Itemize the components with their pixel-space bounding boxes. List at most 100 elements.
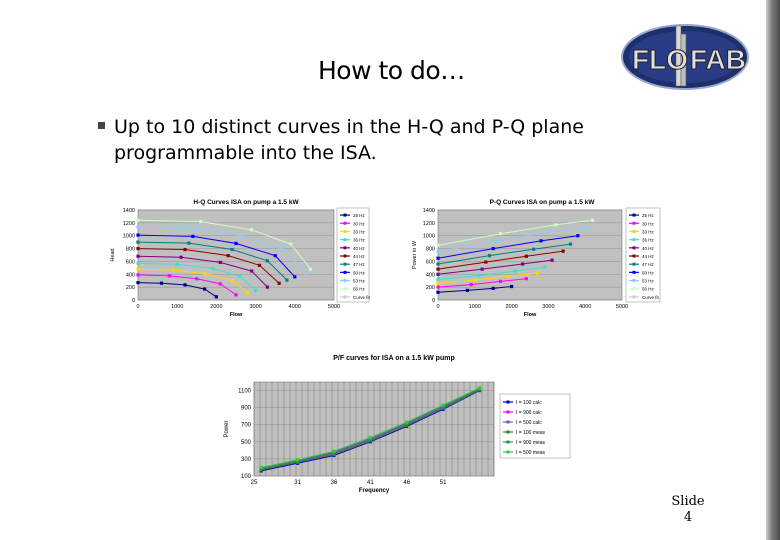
hq-legend-label: 44 Hz	[353, 254, 366, 259]
hq-data-point	[265, 285, 269, 289]
hq-data-point	[230, 279, 234, 283]
pq-data-point	[473, 278, 477, 282]
pq-data-point	[436, 267, 440, 271]
hq-legend-label: 47 Hz	[353, 262, 366, 267]
pq-y-tick-label: 0	[432, 298, 435, 304]
pf-data-point	[368, 437, 372, 441]
pf-y-tick-label: 500	[241, 440, 252, 446]
hq-legend-label: Curve fit	[353, 295, 370, 300]
hq-legend-label: 53 Hz	[353, 279, 366, 284]
pq-data-point	[498, 232, 503, 236]
hq-y-tick-label: 400	[126, 272, 135, 278]
pq-legend-label: 30 Hz	[642, 221, 655, 226]
pq-legend-label: 56 Hz	[642, 287, 655, 292]
hq-legend-label: 50 Hz	[353, 270, 366, 275]
pq-data-point	[436, 290, 440, 294]
pq-y-tick-label: 1400	[423, 208, 435, 214]
hq-legend-marker	[343, 213, 347, 217]
hq-plot-area	[137, 209, 335, 301]
pf-title: P/F curves for ISA on a 1.5 kW pump	[333, 355, 455, 362]
pf-legend-label: I = 900 calc	[516, 410, 542, 416]
pq-x-tick-label: 3000	[542, 304, 554, 310]
pf-curves-chart: P/F curves for ISA on a 1.5 kW pump 100 30…	[224, 355, 571, 494]
pf-y-tick-label: 100	[241, 474, 252, 480]
pq-y-tick-label: 400	[426, 272, 435, 278]
hq-data-point	[246, 291, 250, 295]
pf-data-point	[405, 420, 409, 424]
pq-data-point	[469, 282, 473, 287]
hq-legend-marker	[343, 279, 347, 283]
pf-legend-label: I = 100 meas	[516, 430, 546, 436]
pf-y-tick-label: 700	[241, 423, 252, 429]
pf-legend-label: I = 500 meas	[516, 450, 546, 456]
hq-data-point	[285, 278, 289, 282]
pq-legend-marker	[632, 270, 636, 274]
pf-y-axis-label: Power	[224, 420, 230, 437]
pf-data-point	[296, 458, 300, 462]
hq-data-point	[136, 267, 140, 271]
pf-data-point	[332, 451, 336, 455]
hq-data-point	[136, 261, 140, 265]
pq-data-point	[436, 250, 440, 254]
pq-y-tick-label: 200	[426, 285, 435, 291]
slide-title: How to do…	[318, 56, 465, 85]
pf-legend	[499, 393, 571, 459]
pq-data-point	[465, 288, 470, 292]
pf-legend-marker	[506, 410, 510, 414]
pq-x-tick-label: 1000	[469, 304, 481, 310]
pf-x-axis-label: Frequency	[359, 488, 390, 494]
pq-legend-marker	[632, 238, 636, 242]
pq-title: P-Q Curves ISA on pump a 1.5 kW	[490, 199, 596, 206]
pq-legend-label: 53 Hz	[642, 279, 655, 284]
pq-legend-label: 36 Hz	[642, 238, 655, 243]
hq-data-point	[308, 267, 313, 271]
pf-data-point	[259, 465, 263, 470]
hq-data-point	[191, 234, 195, 238]
pf-legend-marker	[506, 450, 510, 454]
pq-y-axis-label: Power in W	[412, 240, 418, 269]
hq-y-tick-label: 600	[126, 259, 135, 265]
hq-y-tick-label: 1200	[123, 221, 135, 227]
hq-data-point	[195, 227, 199, 231]
hq-legend-marker	[343, 262, 347, 266]
hq-data-point	[238, 274, 242, 278]
pf-data-point	[405, 423, 409, 428]
hq-data-point	[203, 287, 207, 291]
pq-x-tick-label: 5000	[616, 304, 628, 310]
hq-data-point	[175, 262, 179, 266]
hq-x-tick-label: 4000	[289, 304, 301, 310]
pf-legend-marker	[506, 440, 510, 444]
pq-series-line	[437, 286, 512, 293]
pq-data-point	[495, 239, 499, 243]
pf-y-tick-label: 1100	[238, 389, 252, 395]
hq-y-tick-label: 0	[132, 298, 135, 304]
pq-data-point	[491, 246, 495, 251]
pq-x-axis-label: Flow	[524, 312, 537, 318]
pq-series-line	[437, 266, 545, 280]
hq-data-point	[179, 255, 183, 259]
pq-y-tick-label: 1200	[423, 221, 435, 227]
bullet-item: Up to 10 distinct curves in the H-Q and …	[98, 114, 618, 166]
hq-data-point	[289, 242, 293, 246]
pq-data-point	[487, 254, 492, 258]
pq-data-point	[546, 230, 550, 235]
hq-title: H-Q Curves ISA on pump a 1.5 kW	[193, 199, 299, 206]
pf-data-point	[368, 435, 372, 440]
pq-series-line	[437, 250, 564, 270]
hq-data-point	[136, 254, 140, 258]
pf-data-point	[441, 403, 445, 407]
hq-legend-marker	[343, 246, 347, 250]
pq-data-point	[554, 223, 558, 227]
pq-legend-marker	[632, 295, 636, 299]
pq-data-point	[550, 258, 554, 262]
bullet-square-icon	[98, 122, 105, 129]
pq-legend-marker	[632, 246, 636, 250]
pq-data-point	[513, 269, 517, 273]
pq-data-point	[568, 242, 573, 246]
logo-text-left: FLO	[632, 44, 688, 75]
hq-y-tick-label: 1000	[123, 234, 135, 240]
pf-x-tick-label: 41	[367, 480, 374, 486]
hq-x-tick-label: 2000	[210, 304, 222, 310]
pf-legend-marker	[506, 430, 510, 434]
